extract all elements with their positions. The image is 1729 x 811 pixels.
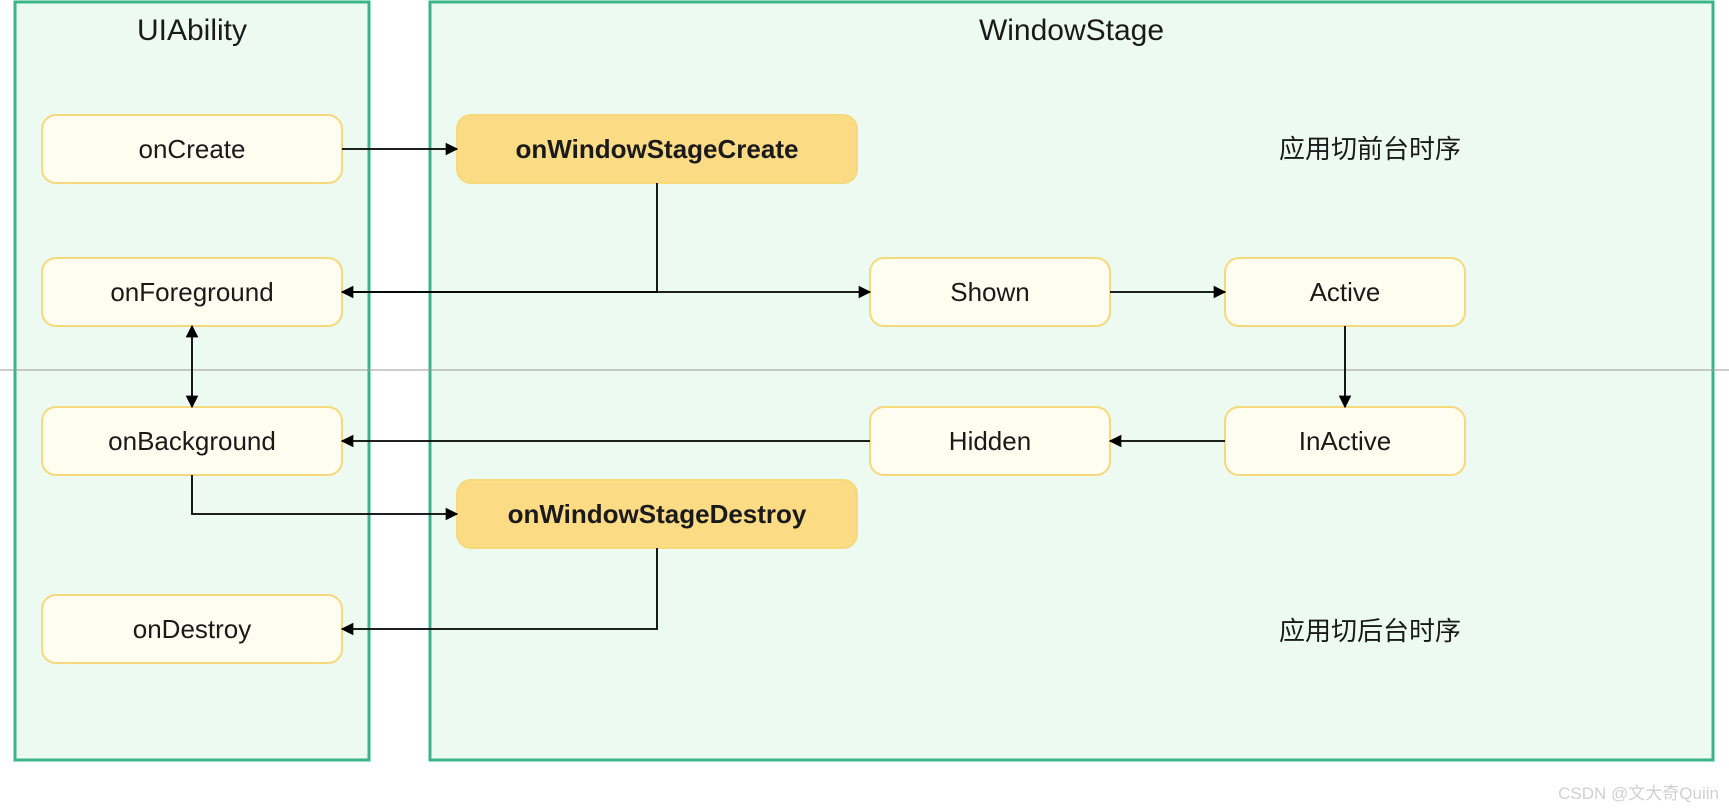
watermark: CSDN @文大奇Quiin [1558, 784, 1719, 803]
node-label-onWindowStageCreate: onWindowStageCreate [516, 134, 799, 164]
node-label-active: Active [1310, 277, 1381, 307]
node-label-onDestroy: onDestroy [133, 614, 252, 644]
node-label-onForeground: onForeground [110, 277, 273, 307]
node-label-onWindowStageDestroy: onWindowStageDestroy [508, 499, 807, 529]
node-label-shown: Shown [950, 277, 1030, 307]
node-label-onBackground: onBackground [108, 426, 276, 456]
annotation-foreground: 应用切前台时序 [1279, 134, 1461, 164]
node-label-hidden: Hidden [949, 426, 1031, 456]
panel-title-left: UIAbility [137, 14, 247, 47]
node-label-onCreate: onCreate [139, 134, 246, 164]
annotation-background: 应用切后台时序 [1279, 616, 1461, 646]
node-label-inactive: InActive [1299, 426, 1392, 456]
panel-title-right: WindowStage [979, 14, 1164, 47]
lifecycle-diagram: UIAbility WindowStage 应用切前台时序应用切后台时序 onCrea… [0, 0, 1729, 811]
